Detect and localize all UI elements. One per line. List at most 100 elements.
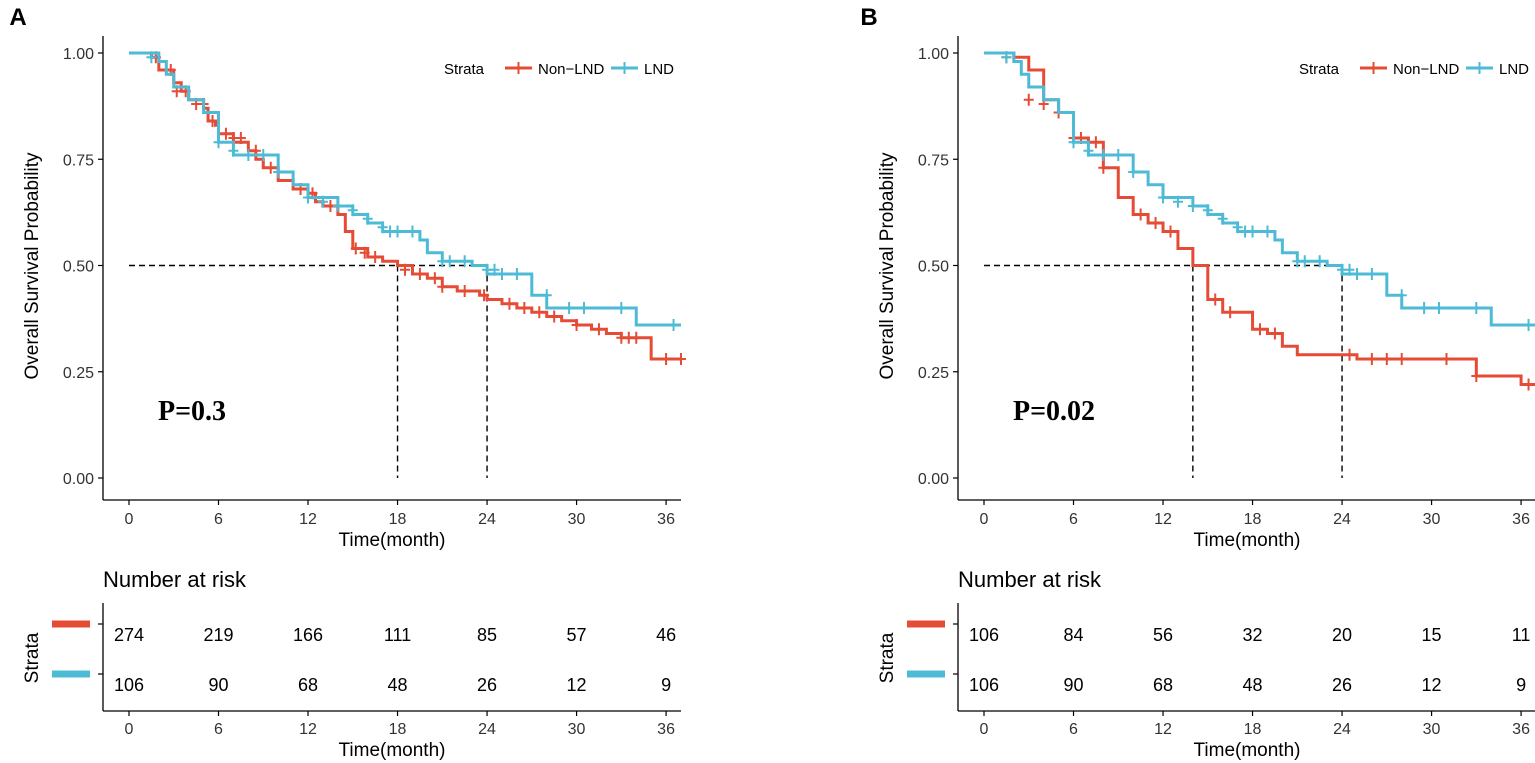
x-axis-title: Time(month) bbox=[1194, 530, 1301, 551]
y-tick-label: 0.75 bbox=[63, 152, 94, 169]
censor-mark bbox=[146, 51, 157, 64]
censor-mark bbox=[549, 310, 560, 323]
censor-mark bbox=[1299, 255, 1310, 268]
censor-mark bbox=[1366, 353, 1377, 365]
x-tick-label: 30 bbox=[1423, 511, 1441, 528]
panel-label: A bbox=[9, 4, 26, 31]
censor-mark bbox=[1396, 289, 1407, 302]
risk-x-tick-label: 0 bbox=[125, 721, 134, 738]
censor-mark bbox=[1396, 353, 1407, 365]
censor-mark bbox=[1202, 204, 1213, 217]
censor-mark bbox=[1128, 166, 1139, 178]
censor-mark bbox=[1187, 200, 1198, 212]
risk-count: 48 bbox=[388, 675, 408, 695]
x-tick-label: 24 bbox=[478, 511, 496, 528]
censor-mark bbox=[1098, 149, 1109, 161]
risk-table-title: Number at risk bbox=[958, 567, 1102, 592]
censor-mark bbox=[362, 212, 373, 225]
p-value-label: P=0.3 bbox=[158, 396, 226, 427]
y-tick-label: 1.00 bbox=[918, 46, 949, 63]
y-tick-label: 0.00 bbox=[918, 471, 949, 488]
risk-count: 12 bbox=[1422, 675, 1442, 695]
legend-entry: Non−LND bbox=[1393, 61, 1459, 78]
risk-count: 9 bbox=[661, 675, 671, 695]
censor-mark bbox=[1135, 208, 1146, 221]
censor-mark bbox=[1001, 51, 1012, 64]
censor-mark bbox=[1344, 348, 1355, 361]
censor-mark bbox=[1344, 263, 1355, 276]
risk-count: 32 bbox=[1243, 625, 1263, 645]
risk-count: 9 bbox=[1516, 675, 1526, 695]
censor-mark bbox=[1471, 370, 1482, 382]
risk-count: 15 bbox=[1422, 625, 1442, 645]
x-tick-label: 0 bbox=[125, 511, 134, 528]
risk-count: 219 bbox=[203, 625, 233, 645]
censor-mark bbox=[370, 251, 381, 263]
risk-table-x-title: Time(month) bbox=[1194, 740, 1301, 761]
legend-entry: Non−LND bbox=[538, 61, 604, 78]
censor-mark bbox=[1381, 353, 1392, 365]
y-tick-label: 1.00 bbox=[63, 46, 94, 63]
censor-mark bbox=[1217, 212, 1228, 225]
risk-x-tick-label: 36 bbox=[657, 721, 675, 738]
censor-mark bbox=[1068, 136, 1079, 149]
x-tick-label: 6 bbox=[214, 511, 223, 528]
legend-title: Strata bbox=[1299, 61, 1340, 78]
risk-table-y-title: Strata bbox=[22, 632, 43, 683]
risk-count: 11 bbox=[1512, 625, 1531, 645]
censor-mark bbox=[258, 149, 269, 161]
p-value-label: P=0.02 bbox=[1013, 396, 1095, 427]
censor-mark bbox=[444, 255, 455, 268]
x-tick-label: 30 bbox=[568, 511, 586, 528]
risk-x-tick-label: 6 bbox=[214, 721, 223, 738]
censor-mark bbox=[1255, 323, 1265, 336]
censor-mark bbox=[228, 144, 239, 157]
censor-mark bbox=[1023, 93, 1034, 106]
y-tick-label: 0.25 bbox=[918, 365, 949, 382]
risk-x-tick-label: 18 bbox=[1244, 721, 1262, 738]
censor-mark bbox=[676, 353, 686, 365]
legend-entry: LND bbox=[644, 61, 674, 78]
censor-mark bbox=[1269, 327, 1280, 340]
censor-mark bbox=[429, 272, 440, 285]
censor-mark bbox=[350, 242, 361, 255]
x-tick-label: 12 bbox=[299, 511, 317, 528]
censor-mark bbox=[414, 268, 425, 280]
censor-mark bbox=[579, 302, 590, 314]
risk-x-tick-label: 30 bbox=[568, 721, 586, 738]
risk-count: 85 bbox=[477, 625, 497, 645]
risk-count: 46 bbox=[656, 625, 676, 645]
censor-mark bbox=[593, 323, 604, 336]
censor-mark bbox=[1225, 306, 1236, 319]
censor-mark bbox=[1441, 353, 1452, 365]
y-tick-label: 0.50 bbox=[63, 259, 94, 276]
risk-count: 90 bbox=[208, 675, 228, 695]
censor-mark bbox=[1471, 302, 1482, 314]
censor-mark bbox=[496, 268, 507, 280]
x-axis-title: Time(month) bbox=[339, 530, 446, 551]
risk-count: 111 bbox=[384, 625, 411, 645]
censor-mark bbox=[1083, 144, 1094, 157]
x-tick-label: 12 bbox=[1154, 511, 1172, 528]
censor-mark bbox=[616, 302, 627, 314]
risk-count: 68 bbox=[1153, 675, 1173, 695]
risk-count: 68 bbox=[298, 675, 318, 695]
censor-mark bbox=[504, 297, 515, 310]
x-tick-label: 36 bbox=[1512, 511, 1530, 528]
censor-mark bbox=[519, 302, 530, 314]
censor-mark bbox=[541, 289, 552, 302]
censor-mark bbox=[273, 166, 284, 178]
censor-mark bbox=[631, 331, 642, 344]
censor-mark bbox=[661, 353, 672, 365]
censor-mark bbox=[437, 280, 448, 293]
survival-curve-non-lnd bbox=[129, 51, 681, 361]
legend-entry: LND bbox=[1499, 61, 1529, 78]
risk-x-tick-label: 18 bbox=[389, 721, 407, 738]
censor-mark bbox=[1172, 195, 1183, 208]
x-tick-label: 24 bbox=[1333, 511, 1351, 528]
x-tick-label: 6 bbox=[1069, 511, 1078, 528]
risk-x-tick-label: 24 bbox=[1333, 721, 1351, 738]
risk-count: 26 bbox=[1332, 675, 1352, 695]
censor-mark bbox=[1523, 319, 1534, 331]
